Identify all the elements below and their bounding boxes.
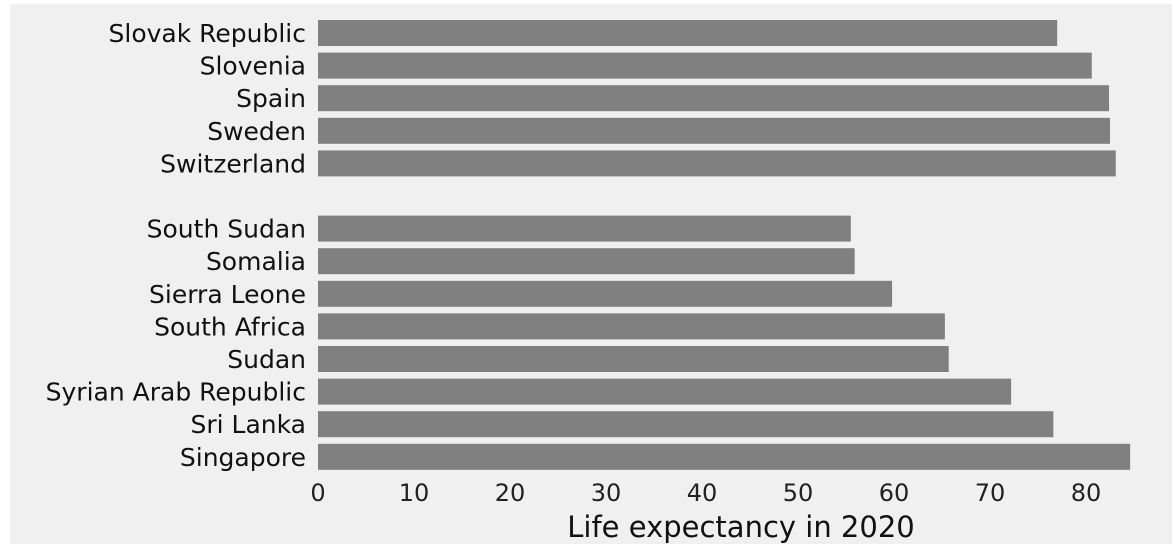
bar bbox=[318, 215, 851, 242]
x-tick-label: 60 bbox=[879, 479, 910, 507]
x-tick-label: 50 bbox=[783, 479, 814, 507]
bar bbox=[318, 150, 1116, 177]
x-axis-title: Life expectancy in 2020 bbox=[567, 510, 914, 544]
bar bbox=[318, 346, 949, 372]
category-label: South Africa bbox=[154, 312, 306, 341]
x-tick-label: 30 bbox=[591, 479, 622, 507]
bar bbox=[318, 280, 893, 307]
category-label: Switzerland bbox=[160, 149, 306, 178]
x-tick-label: 80 bbox=[1071, 479, 1102, 507]
bars-layer bbox=[318, 20, 1131, 470]
bar bbox=[318, 52, 1092, 79]
category-label: Slovak Republic bbox=[109, 19, 307, 48]
x-axis-ticks: 0 10 20 30 40 50 60 70 80 bbox=[310, 479, 1101, 507]
x-tick-label: 0 bbox=[310, 479, 325, 507]
category-label: Sierra Leone bbox=[149, 280, 306, 309]
x-tick-label: 20 bbox=[495, 479, 526, 507]
bar bbox=[318, 20, 1058, 46]
category-label: Sudan bbox=[227, 345, 306, 374]
bar bbox=[318, 85, 1110, 112]
bar-chart: Slovak Republic Slovenia Spain Sweden Switze… bbox=[46, 19, 1131, 544]
bar bbox=[318, 248, 855, 275]
category-label: Singapore bbox=[180, 443, 306, 472]
category-label: Syrian Arab Republic bbox=[46, 378, 306, 407]
bar bbox=[318, 117, 1110, 144]
x-tick-label: 40 bbox=[687, 479, 718, 507]
category-label: Sri Lanka bbox=[191, 410, 307, 439]
category-label: South Sudan bbox=[147, 215, 306, 244]
category-label: Slovenia bbox=[200, 52, 306, 81]
chart-figure: Slovak Republic Slovenia Spain Sweden Switze… bbox=[10, 4, 1172, 544]
bar bbox=[318, 378, 1012, 405]
category-label: Sweden bbox=[207, 117, 306, 146]
x-tick-label: 70 bbox=[975, 479, 1006, 507]
category-labels: Slovak Republic Slovenia Spain Sweden Switze… bbox=[46, 19, 306, 472]
bar bbox=[318, 411, 1054, 438]
category-label: Somalia bbox=[206, 247, 306, 276]
bar bbox=[318, 443, 1131, 470]
x-tick-label: 10 bbox=[399, 479, 430, 507]
bar bbox=[318, 313, 945, 340]
category-label: Spain bbox=[236, 84, 306, 113]
